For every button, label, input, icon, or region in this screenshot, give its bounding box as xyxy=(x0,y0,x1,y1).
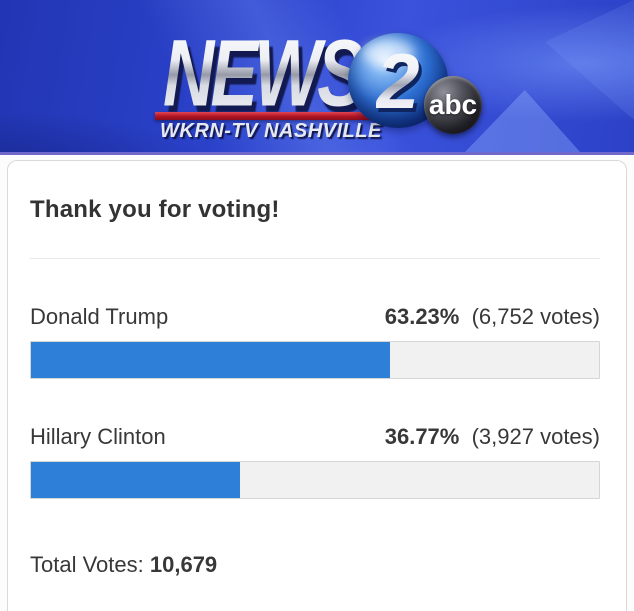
candidate-votes: (6,752 votes) xyxy=(471,304,600,329)
result-bar-fill xyxy=(31,462,240,498)
logo-red-bar xyxy=(155,112,376,120)
candidate-percent: 36.77% xyxy=(384,424,460,449)
candidate-name: Hillary Clinton xyxy=(30,424,166,449)
poll-title: Thank you for voting! xyxy=(30,196,280,223)
result-bar-track xyxy=(30,341,600,379)
result-bar-fill xyxy=(31,342,391,378)
total-votes-label: Total Votes: xyxy=(30,552,144,577)
total-votes: Total Votes: 10,679 xyxy=(30,552,600,578)
news-wordmark: NEWSNEWS xyxy=(163,25,368,126)
total-votes-value: 10,679 xyxy=(149,552,218,577)
abc-network-logo: abc xyxy=(424,76,482,134)
candidate-result: 63.23% (6,752 votes) xyxy=(385,304,600,330)
candidate-percent: 63.23% xyxy=(384,304,460,329)
poll-result-row: Donald Trump 63.23% (6,752 votes) xyxy=(30,304,600,379)
candidate-name: Donald Trump xyxy=(30,304,169,329)
channel-2-numeral: 22 xyxy=(376,42,422,124)
station-tagline-shadow: WKRN-TV NASHVILLE xyxy=(162,122,384,144)
divider xyxy=(30,258,600,259)
poll-result-row: Hillary Clinton 36.77% (3,927 votes) xyxy=(30,424,600,499)
channel-2-numeral-shadow: 2 xyxy=(379,46,422,124)
candidate-result: 36.77% (3,927 votes) xyxy=(385,424,600,450)
poll-card: Thank you for voting! Donald Trump 63.23… xyxy=(7,160,627,611)
station-tagline: WKRN-TV NASHVILLE WKRN-TV NASHVILLE xyxy=(160,120,384,144)
news-wordmark-shadow: NEWS xyxy=(167,32,369,127)
result-bar-track xyxy=(30,461,600,499)
candidate-votes: (3,927 votes) xyxy=(471,424,600,449)
